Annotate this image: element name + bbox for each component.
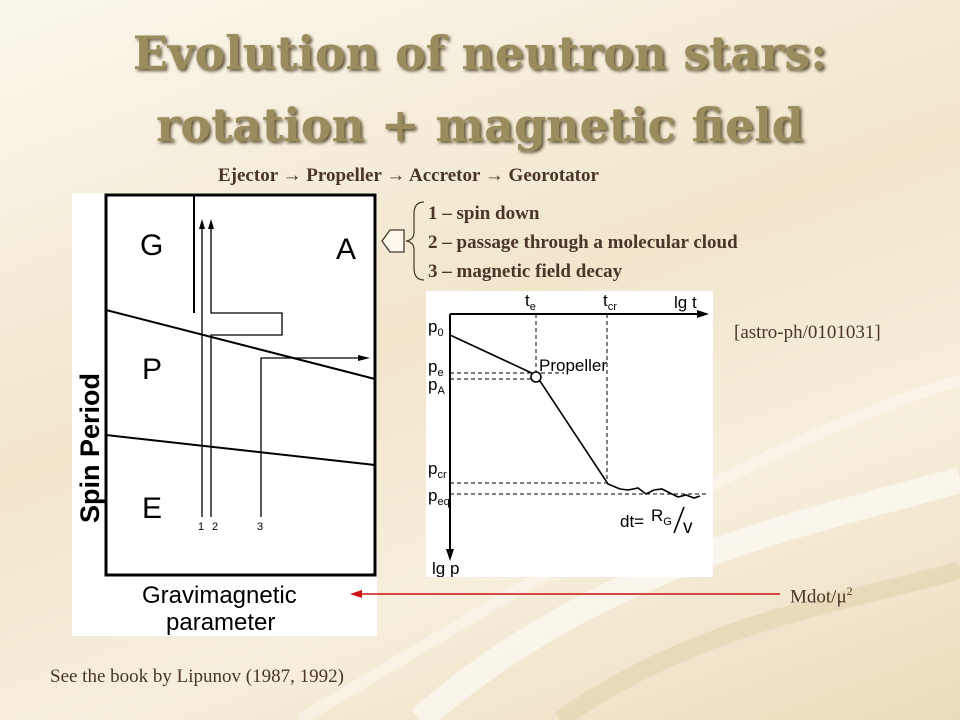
x-axis-label-line2: parameter bbox=[166, 609, 275, 636]
slide-title-line2: rotation + magnetic field bbox=[156, 98, 804, 152]
formula-denominator: v bbox=[683, 517, 693, 538]
p0-label: p0 bbox=[428, 317, 444, 339]
reference-citation: [astro-ph/0101031] bbox=[734, 322, 881, 343]
formula-numerator: RG bbox=[651, 506, 672, 528]
left-diagram-panel: Spin Period G A P E 1 2 3 Gravimagnetic … bbox=[72, 193, 377, 636]
region-label-g: G bbox=[140, 229, 163, 262]
period-time-diagram: lg t lg p te tcr p0 pe pA pcr peq Propel… bbox=[428, 291, 709, 578]
propeller-point bbox=[530, 371, 542, 383]
propeller-label: Propeller bbox=[539, 356, 607, 375]
legend-pointer-icon bbox=[381, 229, 405, 253]
region-label-p: P bbox=[142, 353, 162, 386]
track-2 bbox=[210, 225, 283, 517]
evolution-curve bbox=[449, 334, 701, 499]
pa-label: pA bbox=[428, 375, 445, 397]
formula-slash bbox=[673, 506, 685, 534]
mdot-arrow bbox=[350, 590, 780, 598]
track-label-3: 3 bbox=[257, 521, 263, 533]
peq-label: peq bbox=[428, 486, 450, 508]
legend-item-2: 2 – passage through a molecular cloud bbox=[428, 232, 738, 253]
evolution-sequence: Ejector → Propeller → Accretor → Georota… bbox=[218, 165, 599, 186]
period-axis-label: lg p bbox=[432, 559, 459, 577]
track-label-1: 1 bbox=[198, 521, 204, 533]
mdot-label: Mdot/μ2 bbox=[790, 584, 853, 608]
legend-brace bbox=[381, 201, 425, 281]
te-label: te bbox=[525, 291, 536, 313]
slide-title-line1: Evolution of neutron stars: bbox=[132, 26, 828, 80]
arrow-head-icon bbox=[350, 590, 362, 598]
track-label-2: 2 bbox=[212, 521, 218, 533]
right-diagram-panel: lg t lg p te tcr p0 pe pA pcr peq Propel… bbox=[426, 291, 713, 578]
legend-item-1: 1 – spin down bbox=[428, 203, 540, 224]
tcr-label: tcr bbox=[603, 291, 617, 313]
x-axis-label-line1: Gravimagnetic bbox=[142, 582, 297, 609]
pcr-label: pcr bbox=[428, 459, 447, 481]
region-label-e: E bbox=[142, 492, 162, 525]
formula-lhs: dt= bbox=[620, 512, 644, 531]
gravimagnetic-diagram: Spin Period G A P E 1 2 3 Gravimagnetic … bbox=[75, 193, 377, 636]
boundary-propeller-upper bbox=[105, 309, 376, 380]
y-axis-label: Spin Period bbox=[75, 373, 105, 523]
boundary-propeller-lower bbox=[105, 434, 376, 466]
footer-book-reference: See the book by Lipunov (1987, 1992) bbox=[50, 666, 344, 687]
pe-label: pe bbox=[428, 357, 444, 379]
diagram-frame bbox=[104, 193, 377, 577]
time-axis-label: lg t bbox=[674, 293, 697, 312]
track-3 bbox=[260, 357, 364, 517]
region-label-a: A bbox=[336, 233, 356, 266]
legend-item-3: 3 – magnetic field decay bbox=[428, 261, 623, 282]
